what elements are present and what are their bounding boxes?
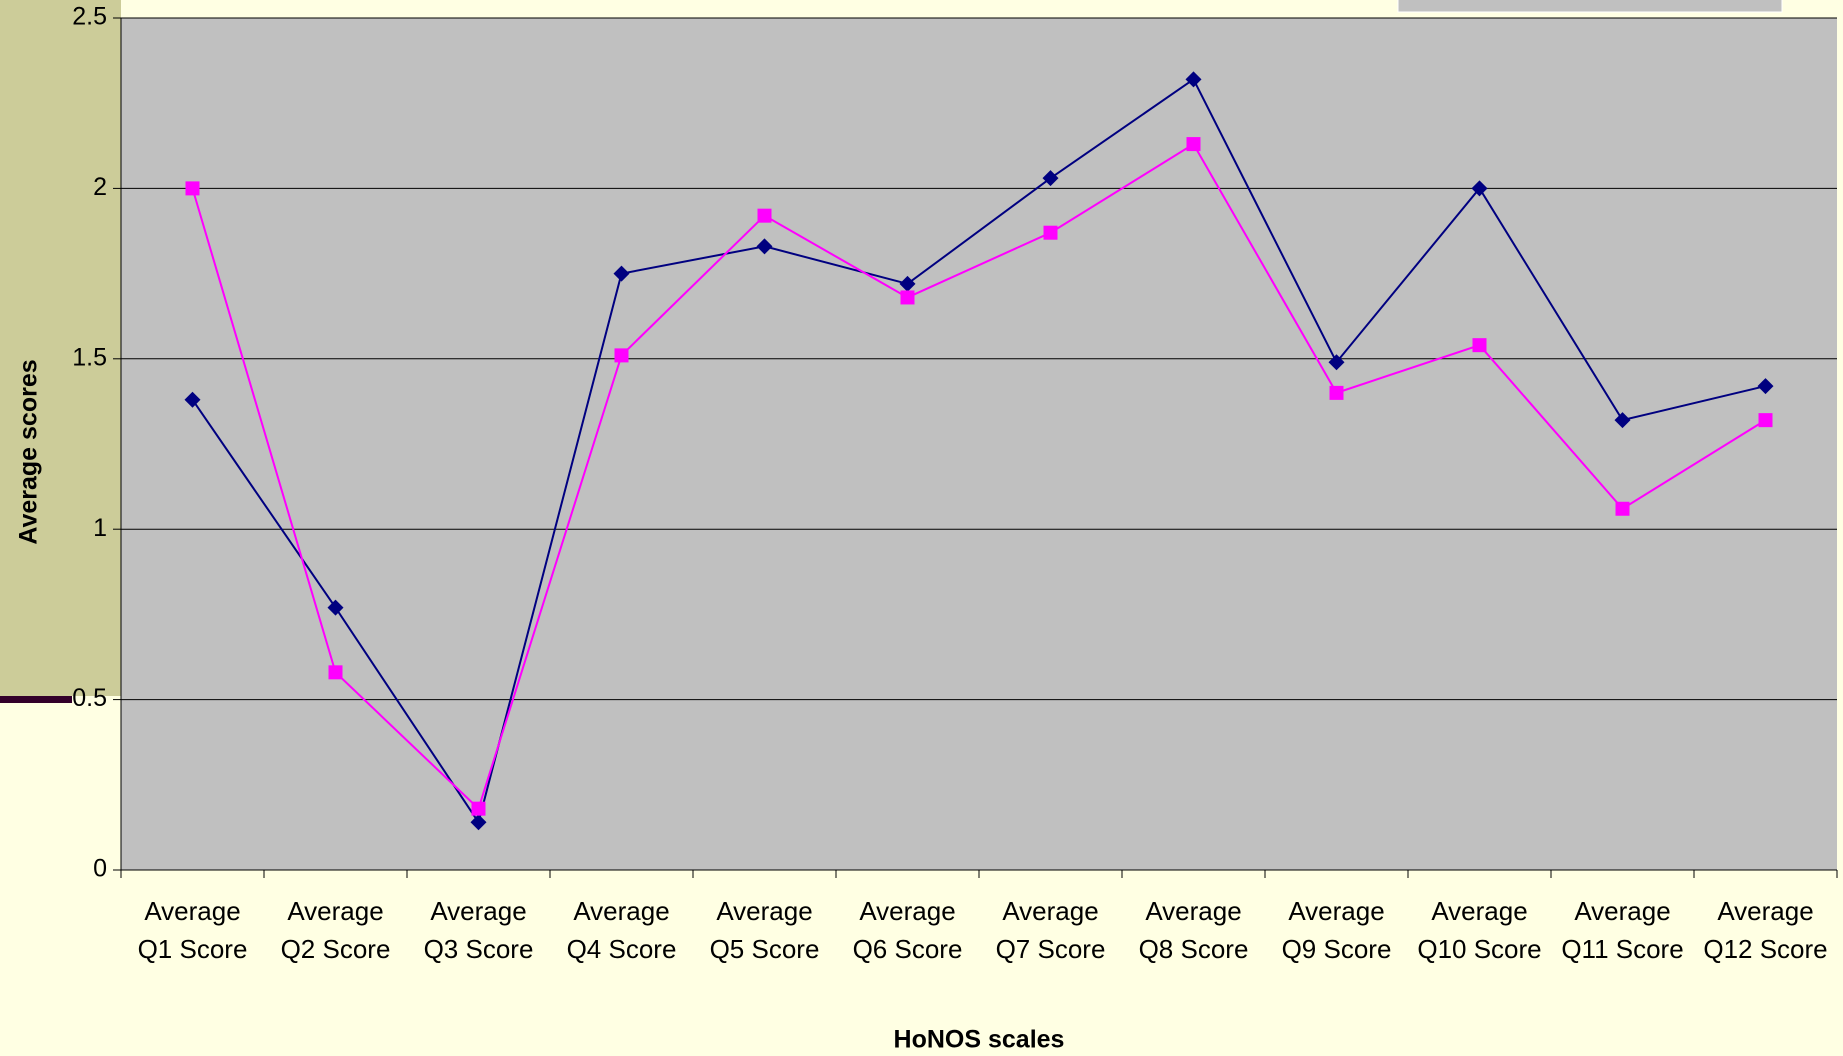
sidebar bbox=[0, 0, 121, 696]
x-tick-label: Average Q9 Score bbox=[1281, 896, 1392, 964]
x-tick-label: Average Q1 Score bbox=[137, 896, 248, 964]
point bbox=[900, 290, 915, 305]
x-tick-label: Average Q6 Score bbox=[852, 896, 963, 964]
y-tick-label: 0 bbox=[93, 855, 107, 883]
x-tick-label: Average Q2 Score bbox=[280, 896, 391, 964]
point bbox=[1042, 170, 1059, 187]
x-tick-label: Average Q8 Score bbox=[1138, 896, 1249, 964]
y-tick-label: 2.5 bbox=[72, 3, 107, 31]
x-axis-label: HoNOS scales bbox=[894, 1026, 1065, 1054]
point bbox=[470, 814, 487, 831]
point bbox=[1328, 354, 1345, 371]
x-tick-label: Average Q10 Score bbox=[1417, 896, 1542, 964]
plot-area bbox=[121, 18, 1837, 870]
legend-box bbox=[1397, 0, 1783, 13]
x-tick-label: Average Q12 Score bbox=[1703, 896, 1828, 964]
x-tick-label: Average Q11 Score bbox=[1561, 896, 1684, 964]
point bbox=[1043, 225, 1058, 240]
y-tick-label: 1 bbox=[93, 514, 107, 542]
point bbox=[1185, 71, 1202, 88]
point bbox=[613, 265, 630, 282]
x-tick-label: Average Q3 Score bbox=[423, 896, 534, 964]
y-tick-label: 1.5 bbox=[72, 343, 107, 371]
x-tick-label: Average Q7 Score bbox=[995, 896, 1106, 964]
point bbox=[614, 348, 629, 363]
point bbox=[327, 599, 344, 616]
y-tick-label: 0.5 bbox=[72, 684, 107, 712]
point bbox=[1758, 413, 1773, 428]
point bbox=[185, 181, 200, 196]
point bbox=[1329, 385, 1344, 400]
y-tick-label: 2 bbox=[93, 173, 107, 201]
point bbox=[1757, 378, 1774, 395]
point bbox=[1186, 137, 1201, 152]
x-tick-label: Average Q4 Score bbox=[566, 896, 677, 964]
point bbox=[1471, 180, 1488, 197]
series-line bbox=[191, 142, 1767, 811]
point bbox=[1615, 501, 1630, 516]
point bbox=[899, 275, 916, 292]
y-axis-label: Average scores bbox=[15, 359, 43, 544]
point bbox=[756, 238, 773, 255]
sidebar-rule bbox=[0, 696, 72, 703]
point bbox=[471, 801, 486, 816]
point bbox=[184, 391, 201, 408]
point bbox=[1614, 412, 1631, 429]
point bbox=[757, 208, 772, 223]
point bbox=[1472, 338, 1487, 353]
x-tick-label: Average Q5 Score bbox=[709, 896, 820, 964]
point bbox=[328, 665, 343, 680]
